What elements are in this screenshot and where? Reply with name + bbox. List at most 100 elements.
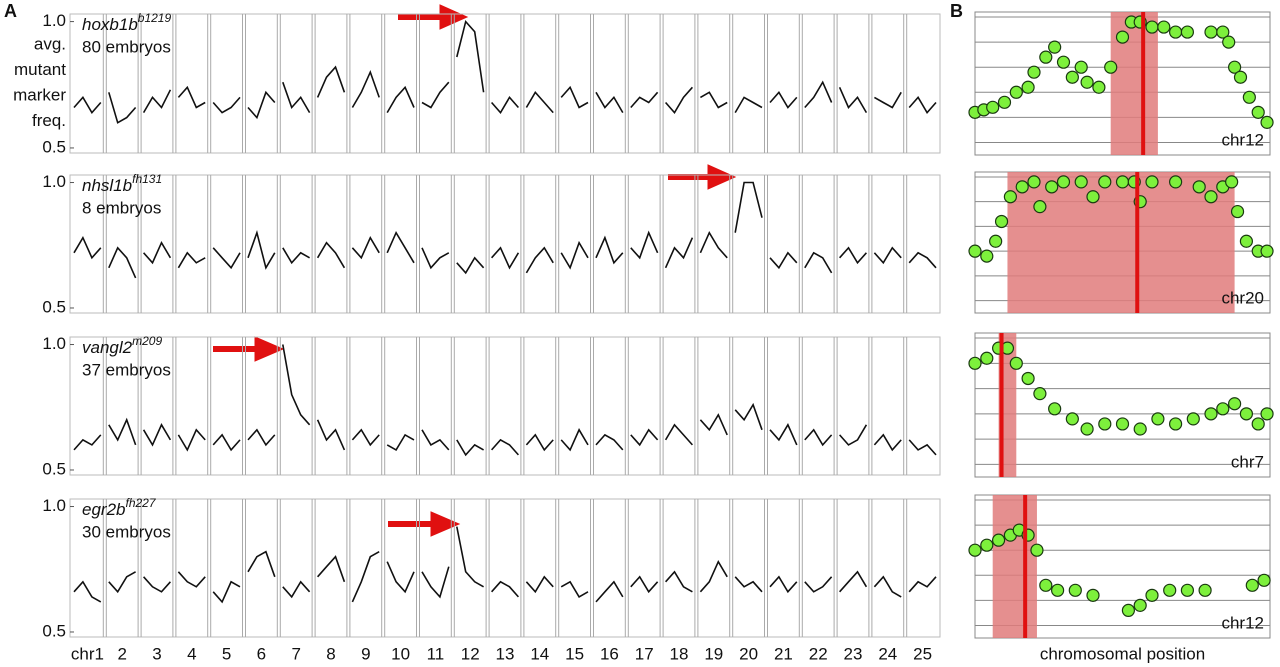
marker-point xyxy=(1098,417,1112,431)
marker-point xyxy=(1225,175,1239,189)
marker-frequency-line xyxy=(316,65,346,98)
marker-frequency-line xyxy=(769,575,798,594)
x-tick-label: 15 xyxy=(565,644,584,663)
marker-frequency-line xyxy=(734,181,763,233)
marker-point xyxy=(1003,190,1018,204)
x-tick-label: 5 xyxy=(222,644,231,663)
marker-frequency-line xyxy=(282,580,311,599)
marker-frequency-line xyxy=(177,571,206,588)
panel-label: B xyxy=(950,1,963,21)
chromosome-label: chr7 xyxy=(1231,452,1264,471)
arrow-head xyxy=(254,336,285,362)
marker-point xyxy=(994,214,1009,229)
marker-frequency-line xyxy=(177,85,206,109)
marker-point xyxy=(1104,60,1118,74)
arrow-head xyxy=(430,511,461,537)
marker-frequency-line xyxy=(247,550,276,578)
y-tick-label: 0.5 xyxy=(42,621,66,640)
marker-point xyxy=(1133,422,1147,436)
marker-point xyxy=(1115,30,1130,44)
marker-frequency-line xyxy=(595,580,624,603)
marker-frequency-line xyxy=(351,69,380,108)
marker-point xyxy=(1204,25,1218,39)
marker-frequency-line xyxy=(630,230,659,260)
marker-point xyxy=(1065,70,1079,84)
marker-frequency-line xyxy=(734,576,763,593)
marker-frequency-line xyxy=(142,89,172,114)
x-tick-label: 3 xyxy=(152,644,161,663)
marker-frequency-line xyxy=(525,575,554,594)
marker-frequency-line xyxy=(769,90,798,109)
marker-point xyxy=(1021,80,1035,94)
marker-point xyxy=(1033,387,1047,401)
marker-point xyxy=(1157,20,1171,34)
x-tick-label: 23 xyxy=(844,644,863,663)
marker-point xyxy=(1168,25,1183,39)
plot-frame xyxy=(69,13,941,154)
marker-point xyxy=(1168,417,1183,431)
chart-title: vangl2m209 xyxy=(82,334,162,357)
marker-point xyxy=(1098,175,1112,189)
marker-frequency-line xyxy=(908,439,937,456)
marker-point xyxy=(980,249,994,263)
marker-frequency-line xyxy=(734,96,763,114)
plot-frame xyxy=(69,174,941,314)
marker-point xyxy=(1227,60,1242,74)
marker-point xyxy=(1086,588,1100,602)
marker-frequency-line xyxy=(630,575,659,594)
chromosome-label: chr12 xyxy=(1221,613,1264,632)
marker-point xyxy=(1216,402,1230,416)
marker-point xyxy=(968,244,982,258)
marker-point xyxy=(1074,175,1088,189)
marker-point xyxy=(1233,70,1248,84)
marker-frequency-line xyxy=(316,419,346,451)
marker-frequency-line xyxy=(664,237,694,269)
marker-point xyxy=(1145,588,1159,602)
marker-point xyxy=(1151,412,1165,426)
marker-point xyxy=(1056,55,1071,69)
x-tick-label: 6 xyxy=(257,644,266,663)
marker-frequency-line xyxy=(560,240,589,270)
marker-point xyxy=(1021,371,1035,386)
marker-frequency-line xyxy=(351,235,380,260)
marker-point xyxy=(1115,417,1130,431)
x-tick-label: 25 xyxy=(913,644,932,663)
marker-frequency-line xyxy=(908,96,937,114)
marker-frequency-line xyxy=(491,438,519,456)
marker-frequency-line xyxy=(282,247,310,265)
marker-frequency-line xyxy=(560,85,589,109)
plot-frame xyxy=(69,498,941,638)
embryo-count: 37 embryos xyxy=(82,360,171,379)
marker-point xyxy=(1048,40,1062,54)
y-axis-label: mutant xyxy=(14,60,66,79)
marker-point xyxy=(968,543,982,557)
marker-point xyxy=(1245,578,1259,592)
marker-point xyxy=(991,533,1006,547)
marker-point xyxy=(1133,598,1147,612)
x-tick-label: 7 xyxy=(291,644,300,663)
marker-frequency-line xyxy=(839,570,868,593)
marker-frequency-line xyxy=(838,86,868,114)
marker-frequency-line xyxy=(282,81,311,114)
y-tick-label: 0.5 xyxy=(42,137,66,156)
marker-point xyxy=(1068,583,1082,597)
marker-frequency-line xyxy=(700,91,728,109)
marker-point xyxy=(989,234,1003,248)
marker-point xyxy=(1115,175,1130,189)
chart-title: egr2bfh227 xyxy=(82,496,157,519)
allele-name: b1219 xyxy=(138,11,172,25)
marker-point xyxy=(1145,175,1159,189)
marker-point xyxy=(986,100,1000,114)
marker-frequency-line xyxy=(839,246,867,265)
y-tick-label: 0.5 xyxy=(42,459,66,478)
marker-point xyxy=(1121,603,1136,618)
marker-point xyxy=(1045,180,1059,194)
x-tick-label: 12 xyxy=(461,644,480,663)
marker-point xyxy=(968,356,982,370)
chart-title: nhsl1bfh131 xyxy=(82,172,162,195)
marker-point xyxy=(1251,417,1265,431)
marker-frequency-line xyxy=(247,90,276,120)
embryo-count: 8 embryos xyxy=(82,198,161,217)
gene-name: nhsl1b xyxy=(82,176,132,195)
marker-frequency-line xyxy=(560,428,589,452)
